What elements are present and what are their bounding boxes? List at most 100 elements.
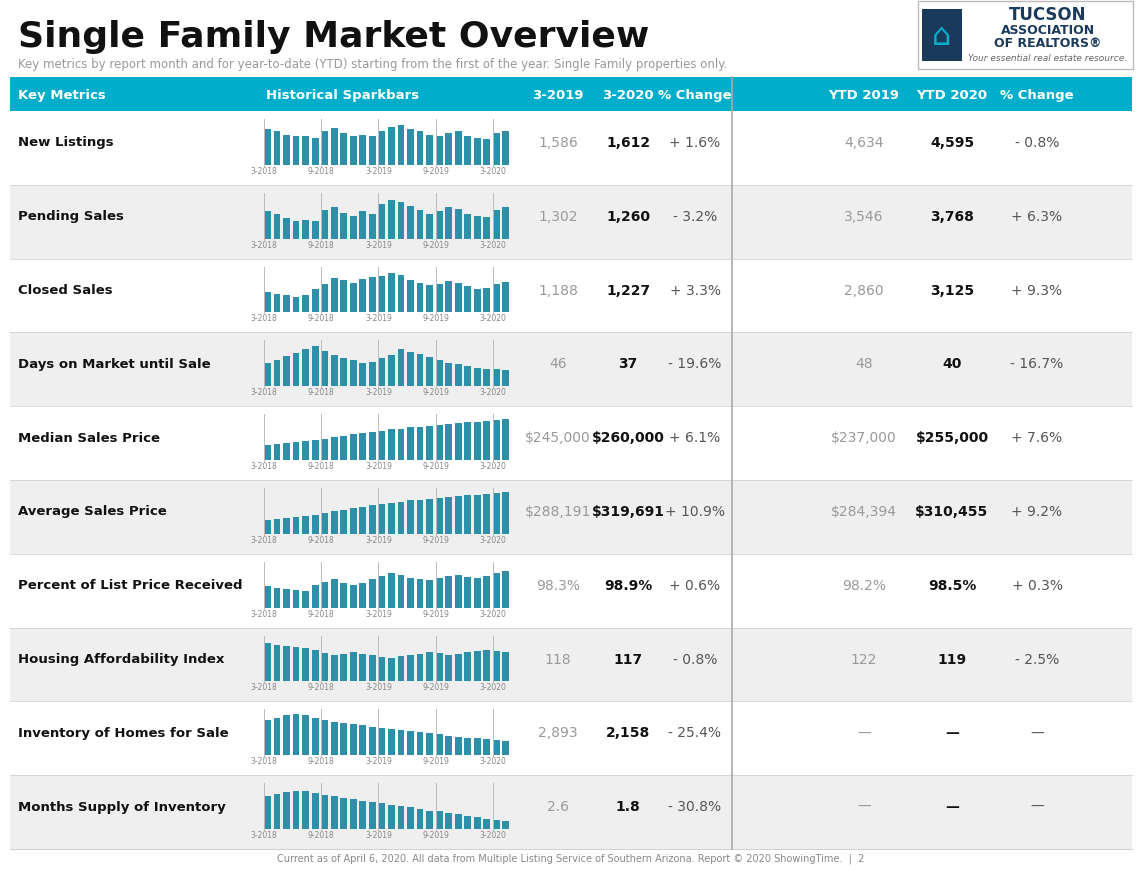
FancyBboxPatch shape bbox=[283, 589, 290, 608]
FancyBboxPatch shape bbox=[407, 808, 413, 829]
Text: 2,860: 2,860 bbox=[844, 283, 884, 297]
Text: New Listings: New Listings bbox=[18, 136, 113, 149]
FancyBboxPatch shape bbox=[465, 423, 472, 460]
Text: - 30.8%: - 30.8% bbox=[668, 799, 722, 813]
FancyBboxPatch shape bbox=[417, 580, 424, 608]
Text: 3-2020: 3-2020 bbox=[602, 89, 654, 102]
FancyBboxPatch shape bbox=[465, 816, 472, 829]
Text: 9-2019: 9-2019 bbox=[423, 388, 449, 396]
FancyBboxPatch shape bbox=[264, 212, 271, 239]
FancyBboxPatch shape bbox=[331, 580, 338, 608]
Text: 1.8: 1.8 bbox=[616, 799, 641, 813]
Text: 3-2019: 3-2019 bbox=[532, 89, 584, 102]
FancyBboxPatch shape bbox=[10, 407, 1132, 481]
Text: TUCSON: TUCSON bbox=[1010, 6, 1087, 24]
Text: 98.2%: 98.2% bbox=[842, 578, 886, 592]
FancyBboxPatch shape bbox=[321, 132, 328, 166]
Text: —: — bbox=[1030, 725, 1044, 739]
Text: + 0.6%: + 0.6% bbox=[669, 578, 721, 592]
Text: + 3.3%: + 3.3% bbox=[669, 283, 721, 297]
FancyBboxPatch shape bbox=[465, 367, 472, 387]
FancyBboxPatch shape bbox=[388, 128, 395, 166]
Text: $237,000: $237,000 bbox=[831, 431, 896, 445]
FancyBboxPatch shape bbox=[321, 795, 328, 829]
FancyBboxPatch shape bbox=[349, 217, 356, 239]
Text: Key metrics by report month and for year-to-date (YTD) starting from the first o: Key metrics by report month and for year… bbox=[18, 58, 727, 71]
FancyBboxPatch shape bbox=[292, 590, 299, 608]
FancyBboxPatch shape bbox=[502, 283, 509, 313]
Text: ⌂: ⌂ bbox=[932, 21, 951, 51]
Text: 3-2018: 3-2018 bbox=[250, 830, 278, 839]
FancyBboxPatch shape bbox=[417, 732, 424, 755]
FancyBboxPatch shape bbox=[474, 368, 481, 387]
Text: 3-2018: 3-2018 bbox=[250, 240, 278, 249]
FancyBboxPatch shape bbox=[264, 643, 271, 681]
FancyBboxPatch shape bbox=[349, 360, 356, 387]
FancyBboxPatch shape bbox=[10, 775, 1132, 849]
FancyBboxPatch shape bbox=[483, 217, 490, 239]
FancyBboxPatch shape bbox=[360, 212, 367, 239]
FancyBboxPatch shape bbox=[292, 443, 299, 460]
Text: 9-2018: 9-2018 bbox=[308, 167, 335, 175]
FancyBboxPatch shape bbox=[340, 510, 347, 534]
Text: 98.5%: 98.5% bbox=[927, 578, 976, 592]
FancyBboxPatch shape bbox=[502, 821, 509, 829]
Text: ASSOCIATION: ASSOCIATION bbox=[1000, 24, 1095, 37]
FancyBboxPatch shape bbox=[397, 575, 404, 608]
FancyBboxPatch shape bbox=[502, 132, 509, 166]
Text: + 6.3%: + 6.3% bbox=[1012, 210, 1062, 224]
FancyBboxPatch shape bbox=[264, 130, 271, 166]
FancyBboxPatch shape bbox=[283, 444, 290, 460]
FancyBboxPatch shape bbox=[378, 132, 385, 166]
Text: + 1.6%: + 1.6% bbox=[669, 136, 721, 150]
FancyBboxPatch shape bbox=[303, 220, 309, 239]
Text: YTD 2019: YTD 2019 bbox=[828, 89, 900, 102]
Text: 3-2019: 3-2019 bbox=[365, 314, 392, 323]
FancyBboxPatch shape bbox=[303, 137, 309, 166]
FancyBboxPatch shape bbox=[397, 350, 404, 387]
FancyBboxPatch shape bbox=[303, 791, 309, 829]
FancyBboxPatch shape bbox=[312, 651, 319, 681]
FancyBboxPatch shape bbox=[397, 806, 404, 829]
FancyBboxPatch shape bbox=[436, 137, 443, 166]
FancyBboxPatch shape bbox=[283, 357, 290, 387]
FancyBboxPatch shape bbox=[369, 277, 376, 313]
Text: Average Sales Price: Average Sales Price bbox=[18, 505, 167, 518]
Text: 3-2020: 3-2020 bbox=[480, 609, 506, 618]
FancyBboxPatch shape bbox=[303, 716, 309, 755]
Text: 9-2018: 9-2018 bbox=[308, 240, 335, 249]
FancyBboxPatch shape bbox=[274, 445, 281, 460]
FancyBboxPatch shape bbox=[369, 214, 376, 239]
FancyBboxPatch shape bbox=[303, 350, 309, 387]
Text: % Change: % Change bbox=[658, 89, 732, 102]
FancyBboxPatch shape bbox=[274, 588, 281, 608]
Text: - 19.6%: - 19.6% bbox=[668, 357, 722, 371]
FancyBboxPatch shape bbox=[474, 290, 481, 313]
FancyBboxPatch shape bbox=[474, 139, 481, 166]
Text: 9-2018: 9-2018 bbox=[308, 535, 335, 545]
FancyBboxPatch shape bbox=[321, 285, 328, 313]
Text: 3-2019: 3-2019 bbox=[365, 461, 392, 470]
FancyBboxPatch shape bbox=[264, 795, 271, 829]
Text: Historical Sparkbars: Historical Sparkbars bbox=[266, 89, 419, 102]
Text: 1,260: 1,260 bbox=[606, 210, 650, 224]
FancyBboxPatch shape bbox=[340, 798, 347, 829]
Text: Current as of April 6, 2020. All data from Multiple Listing Service of Southern : Current as of April 6, 2020. All data fr… bbox=[278, 852, 864, 863]
FancyBboxPatch shape bbox=[378, 576, 385, 608]
Text: + 9.3%: + 9.3% bbox=[1012, 283, 1062, 297]
FancyBboxPatch shape bbox=[331, 279, 338, 313]
FancyBboxPatch shape bbox=[474, 217, 481, 239]
FancyBboxPatch shape bbox=[417, 427, 424, 460]
FancyBboxPatch shape bbox=[417, 809, 424, 829]
Text: 9-2018: 9-2018 bbox=[308, 756, 335, 766]
Text: + 10.9%: + 10.9% bbox=[665, 504, 725, 518]
Text: Days on Market until Sale: Days on Market until Sale bbox=[18, 358, 210, 370]
FancyBboxPatch shape bbox=[331, 722, 338, 755]
Text: 3-2018: 3-2018 bbox=[250, 756, 278, 766]
Text: - 16.7%: - 16.7% bbox=[1011, 357, 1063, 371]
FancyBboxPatch shape bbox=[312, 515, 319, 534]
Text: 122: 122 bbox=[851, 652, 877, 666]
Text: 9-2018: 9-2018 bbox=[308, 388, 335, 396]
FancyBboxPatch shape bbox=[465, 652, 472, 681]
FancyBboxPatch shape bbox=[493, 134, 500, 166]
